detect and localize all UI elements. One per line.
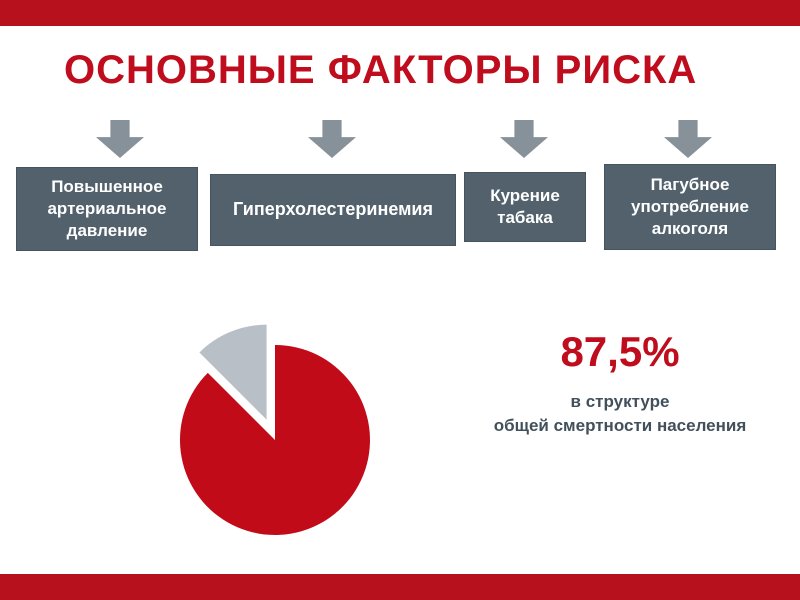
factor-label: Гиперхолестеринемия	[233, 199, 433, 220]
stat-block: 87,5% в структуре общей смертности насел…	[450, 328, 790, 438]
factor-box-blood-pressure: Повышенное артериальное давление	[16, 167, 198, 251]
factor-box-smoking: Курение табака	[464, 172, 586, 242]
factor-box-alcohol: Пагубное употребление алкоголя	[604, 164, 776, 250]
stat-value: 87,5%	[560, 328, 680, 375]
factor-label: Повышенное артериальное давление	[47, 176, 167, 241]
slide-title: ОСНОВНЫЕ ФАКТОРЫ РИСКА	[64, 48, 698, 92]
factor-box-hypercholesterolemia: Гиперхолестеринемия	[210, 174, 456, 246]
stat-caption-line: общей смертности населения	[493, 415, 747, 435]
bottom-accent-bar	[0, 574, 800, 600]
pie-slice-main	[179, 345, 370, 535]
factor-label: Курение табака	[490, 185, 560, 227]
down-arrow-icon	[308, 120, 356, 158]
pie-chart	[179, 324, 370, 535]
down-arrow-icon	[664, 120, 712, 158]
down-arrow-icon	[96, 120, 144, 158]
factor-label: Пагубное употребление алкоголя	[631, 174, 749, 239]
top-accent-bar	[0, 0, 800, 26]
pie-slice-secondary	[199, 324, 267, 420]
stat-caption-line: в структуре	[570, 392, 670, 411]
down-arrow-icon	[500, 120, 548, 158]
